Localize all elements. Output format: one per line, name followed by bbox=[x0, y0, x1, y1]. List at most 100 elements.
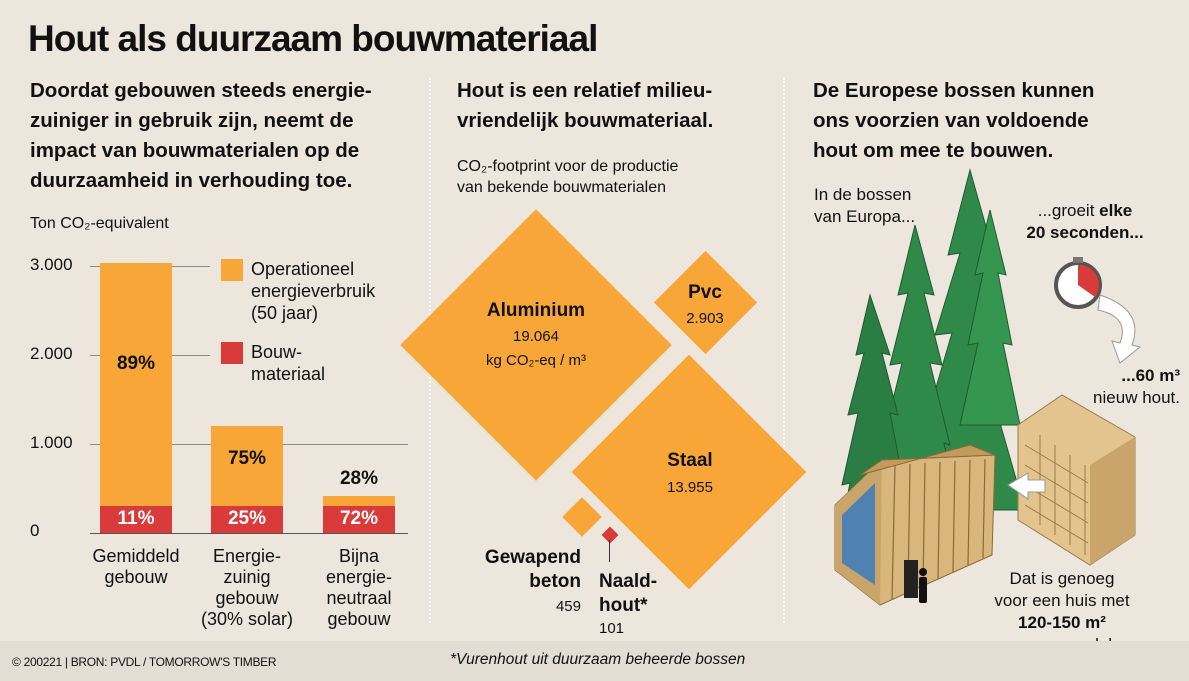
label-gewapend-beton: Gewapend beton 459 bbox=[473, 546, 581, 615]
material-name-line: hout* bbox=[599, 595, 648, 616]
legend-line: Operationeel bbox=[251, 259, 355, 279]
category-line: neutraal bbox=[326, 588, 392, 608]
right-heading: De Europese bossen kunnen ons voorzien v… bbox=[813, 76, 1153, 166]
right-heading-line: hout om mee te bouwen. bbox=[813, 139, 1054, 162]
left-heading: Doordat gebouwen steeds energie- zuinige… bbox=[30, 76, 410, 196]
middle-heading-line: Hout is een relatief milieu- bbox=[457, 79, 713, 102]
legend-swatch-material bbox=[221, 342, 243, 364]
bar-bijna-energieneutraal-gebouw: 28% 72% bbox=[323, 468, 395, 533]
forest-illustration bbox=[834, 168, 1142, 606]
volume-text-line: nieuw hout. bbox=[1093, 388, 1180, 407]
house-text-line: 120-150 m² bbox=[1018, 613, 1106, 632]
subtitle-line: CO₂-footprint voor de productie bbox=[457, 158, 679, 175]
growth-text-bold: elke bbox=[1099, 201, 1133, 220]
right-heading-line: De Europese bossen kunnen bbox=[813, 79, 1095, 102]
legend-line: energieverbruik bbox=[251, 281, 376, 301]
unit-label: kg CO₂-eq / m³ bbox=[485, 352, 586, 369]
footer-band bbox=[0, 641, 1189, 681]
left-heading-line: zuiniger in gebruik zijn, neemt de bbox=[30, 109, 354, 132]
page-title: Hout als duurzaam bouwmateriaal bbox=[28, 18, 598, 59]
bar-segment-operational bbox=[100, 263, 172, 507]
category-line: gebouw bbox=[327, 609, 391, 629]
y-tick-label: 2.000 bbox=[30, 344, 73, 363]
category-line: Energie- bbox=[212, 546, 282, 566]
material-value: 101 bbox=[599, 620, 625, 637]
legend-line: (50 jaar) bbox=[251, 303, 319, 323]
category-line: Bijna bbox=[338, 546, 380, 566]
person-icon bbox=[919, 568, 927, 603]
legend-line: Bouw- bbox=[251, 342, 303, 362]
forest-text-line: van Europa... bbox=[814, 207, 916, 226]
house-text-line: Dat is genoeg bbox=[1009, 569, 1115, 588]
volume-text: ...60 m³ nieuw hout. bbox=[1040, 365, 1180, 409]
legend-label-operational: Operationeel energieverbruik (50 jaar) bbox=[251, 258, 375, 324]
material-value: 2.903 bbox=[686, 310, 724, 327]
bar-segment-operational bbox=[211, 426, 283, 507]
left-heading-line: Doordat gebouwen steeds energie- bbox=[30, 79, 372, 102]
footnote: *Vurenhout uit duurzaam beheerde bossen bbox=[450, 651, 746, 668]
growth-text-line: 20 seconden... bbox=[1026, 223, 1144, 242]
category-label: Gemiddeld gebouw bbox=[76, 546, 196, 588]
source-credit: © 200221 | BRON: PVDL / TOMORROW'S TIMBE… bbox=[12, 655, 277, 669]
material-value: 459 bbox=[555, 598, 581, 615]
category-label: Energie- zuinig gebouw (30% solar) bbox=[187, 546, 307, 630]
spruce-tree-icon bbox=[959, 209, 1021, 426]
growth-text: ...groeit elke 20 seconden... bbox=[1000, 200, 1170, 244]
arrow-left-icon bbox=[1007, 472, 1046, 500]
material-name: Aluminium bbox=[486, 300, 586, 321]
middle-heading-line: vriendelijk bouwmateriaal. bbox=[457, 109, 714, 132]
diamond-gewapend-beton bbox=[562, 497, 602, 537]
bar-gemiddeld-gebouw: 89% 11% bbox=[100, 263, 172, 533]
category-line: gebouw bbox=[215, 588, 279, 608]
column-divider bbox=[783, 78, 785, 623]
material-name: Pvc bbox=[688, 282, 722, 303]
label-naaldhout: Naald- hout* 101 bbox=[599, 570, 689, 637]
bar-energiezuinig-gebouw: 75% 25% bbox=[211, 426, 283, 533]
y-tick-label: 0 bbox=[30, 521, 40, 540]
data-label-material: 25% bbox=[227, 507, 267, 529]
material-name-line: beton bbox=[529, 571, 581, 592]
wooden-house-icon bbox=[834, 444, 996, 606]
category-label: Bijna energie- neutraal gebouw bbox=[299, 546, 419, 630]
data-label-operational: 75% bbox=[227, 447, 267, 469]
category-line: gebouw bbox=[104, 567, 168, 587]
category-line: energie- bbox=[325, 567, 393, 587]
y-tick-label: 1.000 bbox=[30, 433, 73, 452]
material-name-line: Gewapend bbox=[484, 547, 581, 568]
bar-segment-material bbox=[211, 506, 283, 533]
left-heading-line: impact van bouwmaterialen op de bbox=[30, 139, 360, 162]
house-text-line: voor een huis met bbox=[994, 591, 1130, 610]
leader-line bbox=[609, 540, 610, 562]
legend-label-material: Bouw- materiaal bbox=[251, 341, 325, 385]
category-line: Gemiddeld bbox=[92, 546, 180, 566]
legend-swatch-operational bbox=[221, 259, 243, 281]
forest-text-line: In de bossen bbox=[814, 185, 912, 204]
y-axis-label: Ton CO₂-equivalent bbox=[30, 215, 169, 232]
middle-heading: Hout is een relatief milieu- vriendelijk… bbox=[457, 76, 777, 136]
material-value: 19.064 bbox=[513, 328, 559, 345]
subtitle-line: van bekende bouwmaterialen bbox=[457, 179, 667, 196]
growth-text-pre: ...groeit bbox=[1037, 201, 1100, 220]
data-label-material: 11% bbox=[117, 507, 155, 529]
forest-text: In de bossen van Europa... bbox=[814, 184, 915, 228]
material-name: Staal bbox=[667, 450, 713, 471]
material-name-line: Naald- bbox=[599, 571, 658, 592]
curved-arrow-icon bbox=[1097, 294, 1142, 364]
legend-line: materiaal bbox=[251, 364, 326, 384]
bar-segment-material bbox=[323, 506, 395, 533]
category-line: (30% solar) bbox=[200, 609, 294, 629]
y-tick-label: 3.000 bbox=[30, 255, 73, 274]
x-axis-line bbox=[90, 533, 408, 534]
bar-segment-operational bbox=[323, 495, 395, 507]
category-line: zuinig bbox=[223, 567, 271, 587]
right-heading-line: ons voorzien van voldoende bbox=[813, 109, 1089, 132]
middle-subtitle: CO₂-footprint voor de productie van beke… bbox=[457, 156, 777, 198]
bar-segment-material bbox=[100, 506, 172, 533]
stopwatch-icon bbox=[1054, 257, 1102, 309]
data-label-material: 72% bbox=[339, 507, 379, 529]
data-label-operational: 28% bbox=[339, 467, 379, 489]
timber-stack-icon bbox=[1017, 394, 1136, 566]
diamond-naaldhout bbox=[601, 526, 619, 544]
left-heading-line: duurzaamheid in verhouding toe. bbox=[30, 169, 353, 192]
growth-text-line: ...groeit elke bbox=[1000, 200, 1170, 222]
